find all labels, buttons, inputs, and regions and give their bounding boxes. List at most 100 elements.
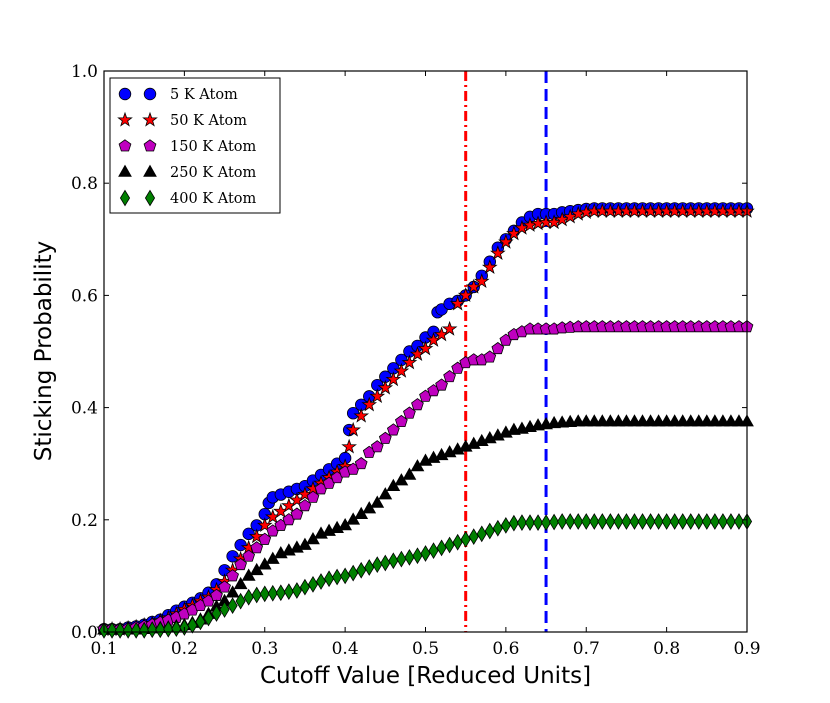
data-point bbox=[106, 621, 118, 639]
data-point bbox=[356, 561, 367, 579]
data-point bbox=[211, 605, 222, 622]
data-point bbox=[378, 431, 392, 444]
data-point bbox=[259, 585, 270, 603]
data-point bbox=[332, 568, 343, 586]
data-point bbox=[385, 371, 402, 387]
y-axis-ticks: 0.0 0.2 0.4 0.6 0.8 1.0 bbox=[71, 62, 747, 643]
x-tick-label: 0.4 bbox=[332, 639, 359, 659]
data-point bbox=[364, 559, 375, 576]
data-point bbox=[242, 527, 255, 541]
data-point bbox=[669, 513, 680, 530]
legend-marker bbox=[143, 87, 157, 101]
data-point bbox=[256, 517, 273, 533]
data-point bbox=[380, 554, 391, 572]
data-point bbox=[155, 621, 166, 639]
data-point bbox=[717, 513, 728, 530]
data-point bbox=[341, 438, 357, 454]
data-point bbox=[733, 513, 745, 530]
data-point bbox=[370, 495, 385, 508]
data-point bbox=[250, 541, 264, 554]
data-point bbox=[637, 513, 648, 530]
data-point bbox=[532, 514, 544, 531]
data-point bbox=[483, 350, 497, 363]
legend-label: 250 K Atom bbox=[170, 165, 257, 181]
data-point bbox=[226, 550, 239, 563]
data-point bbox=[441, 320, 458, 336]
y-axis-label: Sticking Probability bbox=[31, 241, 57, 461]
data-point bbox=[345, 421, 361, 437]
data-point bbox=[299, 578, 311, 596]
data-point bbox=[377, 379, 394, 395]
data-point bbox=[267, 584, 278, 602]
legend-marker bbox=[143, 139, 157, 152]
legend-marker bbox=[119, 189, 131, 207]
data-point bbox=[401, 354, 418, 370]
legend-marker bbox=[143, 164, 157, 177]
x-tick-label: 0.1 bbox=[90, 639, 117, 659]
x-axis-ticks: 0.1 0.2 0.3 0.4 0.5 0.6 0.7 0.8 0.9 bbox=[90, 71, 761, 659]
data-point bbox=[348, 564, 359, 582]
data-point bbox=[403, 406, 416, 419]
data-point bbox=[235, 592, 246, 610]
data-point bbox=[386, 423, 400, 436]
y-tick-label: 1.0 bbox=[71, 62, 98, 82]
data-point bbox=[372, 556, 383, 574]
data-point bbox=[589, 513, 600, 530]
x-tick-label: 0.5 bbox=[412, 639, 439, 659]
data-point bbox=[581, 513, 592, 530]
legend-label: 400 K Atom bbox=[170, 191, 257, 207]
y-tick-label: 0.0 bbox=[71, 623, 98, 643]
data-point bbox=[243, 588, 254, 606]
data-point bbox=[685, 513, 696, 530]
data-point bbox=[315, 573, 327, 590]
legend-marker bbox=[144, 189, 156, 207]
data-point bbox=[242, 549, 256, 562]
data-point bbox=[436, 539, 447, 557]
data-point bbox=[147, 621, 158, 639]
data-point bbox=[323, 570, 335, 588]
data-point bbox=[203, 609, 214, 627]
legend-entry: 5 K Atom bbox=[118, 87, 238, 103]
data-point bbox=[388, 552, 399, 570]
data-point bbox=[354, 457, 368, 470]
data-point bbox=[597, 513, 608, 530]
legend-label: 50 K Atom bbox=[170, 113, 247, 129]
data-point bbox=[449, 295, 466, 311]
data-point bbox=[653, 513, 664, 530]
data-point bbox=[457, 287, 474, 303]
y-tick-label: 0.4 bbox=[71, 399, 98, 419]
data-point bbox=[417, 340, 434, 356]
data-point bbox=[473, 273, 490, 289]
legend-marker bbox=[118, 139, 132, 152]
data-point bbox=[661, 513, 672, 530]
data-point bbox=[498, 233, 514, 249]
data-point bbox=[491, 342, 505, 355]
data-point bbox=[645, 513, 656, 530]
x-tick-label: 0.6 bbox=[492, 639, 519, 659]
legend-entry: 250 K Atom bbox=[118, 164, 257, 181]
data-markers bbox=[96, 202, 755, 639]
data-point bbox=[283, 583, 294, 600]
legend-label: 5 K Atom bbox=[170, 87, 238, 103]
data-point bbox=[476, 525, 487, 543]
x-tick-label: 0.2 bbox=[171, 639, 198, 659]
data-point bbox=[468, 528, 479, 546]
data-point bbox=[234, 557, 248, 571]
data-point bbox=[219, 601, 230, 618]
x-axis-label: Cutoff Value [Reduced Units] bbox=[260, 663, 591, 689]
data-point bbox=[251, 586, 262, 604]
data-point bbox=[233, 576, 248, 590]
series-250-k-atom bbox=[97, 414, 754, 635]
data-point bbox=[291, 582, 302, 599]
data-point bbox=[605, 513, 616, 530]
data-point bbox=[275, 584, 286, 602]
data-point bbox=[258, 532, 272, 545]
data-point bbox=[361, 396, 378, 412]
data-point bbox=[369, 388, 386, 404]
data-point bbox=[484, 522, 495, 540]
data-point bbox=[452, 533, 463, 551]
data-point bbox=[565, 513, 576, 530]
data-point bbox=[557, 513, 568, 530]
data-point bbox=[123, 621, 134, 639]
data-point bbox=[549, 513, 560, 531]
